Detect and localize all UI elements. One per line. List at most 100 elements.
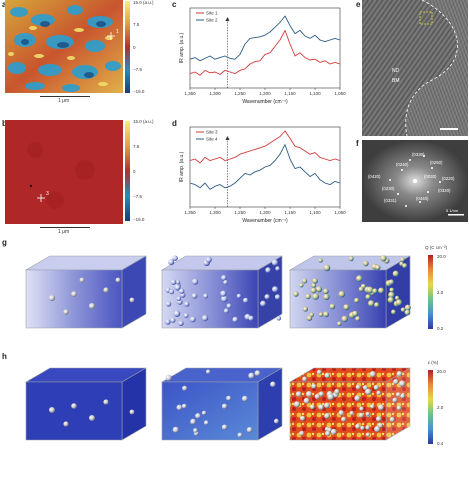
fft-spot-label-1: (0240) — [396, 162, 409, 167]
d-xaxis-label: Wavenumber (cm⁻¹) — [242, 218, 288, 224]
c-marker-arrow-icon — [225, 17, 230, 21]
particle-sphere — [318, 404, 324, 410]
particle-sphere — [243, 297, 249, 304]
particle-sphere — [368, 300, 375, 307]
d-xtick-label: 1,350 — [184, 210, 196, 215]
d-legend-label-1: Site 3 — [206, 130, 218, 135]
particle-sphere — [391, 309, 396, 315]
particle-sphere — [324, 402, 330, 409]
particle-sphere — [376, 416, 382, 422]
d-yaxis-label: IR amp. (a.u.) — [179, 151, 185, 182]
panel-f-scalebar-label: 5 1/nm — [446, 208, 459, 213]
particle-sphere — [173, 310, 181, 317]
particle-sphere — [354, 395, 361, 402]
c-xtick-label: 1,350 — [184, 91, 196, 96]
particle-sphere — [355, 316, 361, 322]
particle-sphere — [365, 425, 370, 430]
fft-spot-label-7: (0320) — [438, 188, 451, 193]
panel-b-cb-tick-4: −15.0 — [133, 217, 145, 222]
panel-h-cube-3-svg — [288, 367, 412, 441]
particle-sphere — [206, 369, 211, 374]
particle-sphere — [312, 293, 319, 300]
particle-sphere — [302, 278, 308, 284]
particle-sphere — [400, 393, 406, 399]
particle-sphere — [392, 397, 398, 403]
particle-sphere — [323, 288, 329, 295]
particle-sphere — [271, 259, 279, 266]
panel-g-cb-title: Q (C cm⁻²) — [425, 245, 448, 250]
particle-sphere — [311, 383, 317, 389]
particle-sphere — [376, 390, 381, 396]
particle-sphere — [260, 300, 267, 307]
particle-sphere — [396, 371, 403, 377]
particle-sphere — [375, 264, 381, 271]
particle-sphere — [327, 393, 334, 401]
panel-g-cb-tick-0: 20.0 — [437, 254, 446, 259]
c-xtick-label: 1,150 — [284, 91, 296, 96]
c-xtick-label: 1,050 — [334, 91, 346, 96]
particle-sphere — [394, 295, 400, 301]
c-legend-label-2: Site 2 — [206, 18, 218, 23]
particle-sphere — [201, 410, 207, 416]
particle-sphere — [369, 371, 376, 378]
particle-sphere — [338, 290, 346, 298]
particle-sphere — [358, 286, 364, 292]
particle-sphere — [169, 289, 175, 295]
particle-sphere — [352, 310, 359, 317]
particle-sphere — [402, 263, 408, 269]
panel-h-cube-1-svg — [24, 367, 148, 441]
particle-sphere — [373, 384, 379, 391]
particle-sphere — [354, 297, 360, 304]
particle-sphere — [303, 306, 308, 312]
particle-sphere — [178, 320, 184, 326]
particle-sphere — [330, 428, 337, 435]
particle-sphere — [276, 316, 282, 321]
particle-sphere — [274, 294, 281, 300]
particle-sphere — [299, 430, 305, 436]
particle-sphere — [311, 283, 317, 288]
particle-sphere — [377, 422, 383, 428]
panel-a-svg: 1 — [5, 0, 123, 93]
particle-sphere — [165, 319, 171, 325]
panel-g-label: g — [2, 238, 7, 247]
fft-spot-label-8: (0440) — [416, 196, 429, 201]
particle-sphere — [195, 413, 201, 419]
panel-b-cb-tick-1: 7.5 — [133, 144, 140, 149]
particle-sphere — [404, 309, 411, 316]
d-xtick-label: 1,250 — [234, 210, 246, 215]
particle-sphere — [190, 316, 196, 323]
particle-sphere — [310, 287, 317, 294]
particle-sphere — [314, 393, 321, 400]
particle-sphere — [388, 291, 395, 299]
particle-sphere — [179, 288, 185, 294]
panel-b-cb-tick-3: −7.5 — [133, 194, 142, 199]
particle-sphere — [223, 280, 228, 285]
particle-sphere — [323, 293, 330, 301]
particle-sphere — [365, 432, 371, 437]
particle-sphere — [389, 287, 395, 293]
particle-sphere — [302, 376, 308, 382]
particle-sphere — [220, 290, 227, 297]
panel-h-cube-1 — [22, 362, 150, 454]
panel-h-cube-2-svg — [160, 367, 284, 441]
panel-f-scalebar — [448, 214, 464, 216]
particle-sphere — [359, 406, 364, 411]
panel-h-cb-tick-2: 0.4 — [437, 441, 444, 446]
panel-a-point-label: 1 — [116, 29, 119, 35]
particle-sphere — [221, 403, 228, 409]
particle-sphere — [176, 296, 182, 301]
panel-h-cube-3 — [286, 362, 414, 454]
particle-sphere — [165, 301, 172, 307]
particle-sphere — [378, 287, 385, 294]
fft-spot-label-5: (0220) — [442, 176, 455, 181]
panel-g-cube-3-svg — [288, 255, 412, 329]
particle-sphere — [270, 381, 276, 388]
particle-sphere — [275, 266, 280, 271]
fft-spot-label-9: (0331) — [384, 198, 397, 203]
particle-sphere — [181, 403, 187, 409]
panel-g-cube-1 — [22, 250, 150, 342]
particle-sphere — [170, 317, 176, 323]
panel-a-cb-tick-0: 15.0 (a.u.) — [133, 0, 154, 5]
particle-sphere — [380, 255, 387, 262]
panel-h-label: h — [2, 352, 7, 361]
